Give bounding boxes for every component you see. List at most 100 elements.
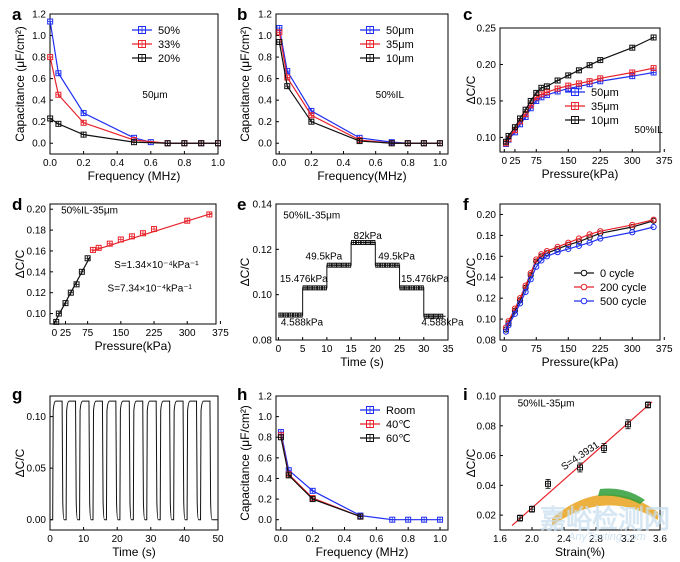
y-tick-label: 1.0 — [32, 31, 46, 42]
plot-frame — [275, 395, 449, 531]
y-tick-label: 0.05 — [27, 464, 47, 475]
y-tick-label: 0.10 — [477, 133, 497, 144]
x-tick-label: 150 — [112, 328, 129, 339]
sample-illustration — [552, 488, 658, 526]
data-point — [586, 231, 593, 238]
panel-label: h — [237, 385, 247, 404]
legend-entry: 33% — [158, 39, 180, 51]
data-point — [597, 228, 604, 235]
y-tick-label: 0.15 — [477, 96, 497, 107]
x-tick-label: 50 — [212, 534, 224, 545]
y-axis-label: ΔC/C — [464, 448, 478, 477]
y-tick-label: 0.10 — [27, 412, 47, 423]
panel-c: c 0 25 75 150 225 300 375 0.10 0.15 0.20 0.25 Pressu… — [463, 5, 673, 181]
legend-entry: Room — [386, 405, 415, 417]
x-tick-label: 0.8 — [401, 534, 415, 545]
x-tick-label: 0.4 — [110, 158, 124, 169]
x-tick-label: 1.0 — [433, 158, 447, 169]
y-tick-label: 0.12 — [27, 288, 47, 299]
y-tick-label: 0.14 — [477, 273, 497, 284]
x-axis-label: Frequency (MHz) — [316, 545, 409, 559]
x-tick-label: 0.0 — [272, 158, 286, 169]
legend-entry: 10μm — [386, 53, 414, 65]
series-10μm — [276, 39, 443, 147]
legend-entry: 20% — [158, 53, 180, 65]
y-tick-label: 0.10 — [477, 392, 497, 403]
x-tick-label: 225 — [592, 156, 609, 167]
y-tick-label: 0.02 — [477, 511, 497, 522]
data-point — [527, 276, 534, 283]
legend: 50% 33% 20% — [132, 25, 180, 65]
series-Room — [277, 429, 444, 523]
y-tick-label: 1.0 — [258, 412, 272, 423]
data-point — [629, 229, 636, 236]
panel-label: g — [12, 385, 22, 404]
panel-label: c — [463, 5, 472, 24]
x-axis-label: Strain(%) — [555, 545, 605, 559]
x-tick-label: 2.8 — [589, 534, 603, 545]
annotation: 49.5kPa — [306, 252, 343, 263]
x-tick-label: 75 — [82, 328, 94, 339]
legend-entry: 60℃ — [386, 433, 411, 445]
data-point — [597, 235, 604, 242]
x-tick-label: 40 — [179, 534, 191, 545]
x-tick-label: 0 — [47, 534, 53, 545]
panel-h: h 0.0 0.2 0.4 0.6 0.8 1.0 0.0 0.2 0.4 0.6 0.8 1.0 1.2… — [237, 385, 449, 559]
y-tick-label: 0.8 — [32, 53, 46, 64]
y-tick-label: 0.6 — [258, 74, 272, 85]
data-point — [650, 223, 657, 231]
y-tick-label: 0.10 — [27, 309, 47, 320]
panel-label: f — [463, 195, 469, 214]
x-tick-label: 0.8 — [401, 158, 415, 169]
annotation: 50%IL — [376, 90, 405, 101]
x-tick-label: 2.0 — [525, 534, 539, 545]
x-tick-label: 30 — [145, 534, 157, 545]
x-tick-label: 0.2 — [77, 158, 91, 169]
y-tick-label: 0.12 — [253, 245, 273, 256]
y-axis-label: ΔC/C — [464, 257, 478, 286]
x-tick-label: 2.4 — [557, 534, 571, 545]
y-tick-label: 0.14 — [253, 200, 273, 211]
data-point — [522, 288, 529, 295]
x-axis-label: Frequency(MHz) — [317, 169, 406, 183]
y-axis-label: ΔC/C — [13, 249, 27, 278]
y-tick-label: 0.12 — [477, 294, 497, 305]
y-tick-label: 0.18 — [477, 231, 497, 242]
y-axis-label: Capacitance (μF/cm²) — [238, 405, 252, 521]
x-tick-label: 300 — [179, 328, 196, 339]
panel-b: b 0.0 0.2 0.4 0.6 0.8 1.0 0.0 0.2 0.4 0.6 0.8 1.0 1.2… — [237, 5, 449, 183]
y-tick-label: 0.0 — [258, 139, 272, 150]
series-line — [278, 32, 440, 144]
y-tick-label: 0.04 — [477, 481, 497, 492]
plot-frame — [499, 27, 661, 153]
annotation: S=1.34×10⁻⁴kPa⁻¹ — [114, 260, 199, 271]
series-line — [280, 431, 441, 521]
x-tick-label: 225 — [146, 328, 163, 339]
x-tick-label: 3.6 — [653, 534, 667, 545]
legend-entry: 40℃ — [386, 419, 411, 431]
y-axis-label: ΔC/C — [238, 257, 252, 286]
legend-entry: 35μm — [591, 101, 619, 113]
data-point — [575, 235, 583, 242]
y-axis-label: ΔC/C — [464, 75, 478, 104]
legend-entry: 35μm — [386, 39, 414, 51]
series-50% — [47, 18, 221, 147]
plot-frame — [499, 203, 661, 341]
legend: 50μm 35μm 10μm — [360, 25, 414, 65]
data-point — [516, 300, 524, 307]
panel-label: e — [237, 195, 246, 214]
y-tick-label: 1.0 — [258, 31, 272, 42]
series-50μm — [276, 25, 443, 147]
x-tick-label: 75 — [531, 156, 543, 167]
y-tick-label: 0.20 — [27, 205, 47, 216]
annotation: S=7.34×10⁻⁴kPa⁻¹ — [108, 284, 193, 295]
y-tick-label: 0.8 — [258, 53, 272, 64]
fit-line — [511, 401, 653, 526]
y-tick-label: 0.4 — [32, 96, 46, 107]
legend-entry: 50% — [158, 25, 180, 37]
y-tick-label: 0.10 — [477, 315, 497, 326]
series-500 cycle — [502, 223, 657, 335]
x-tick-label: 0.2 — [304, 158, 318, 169]
